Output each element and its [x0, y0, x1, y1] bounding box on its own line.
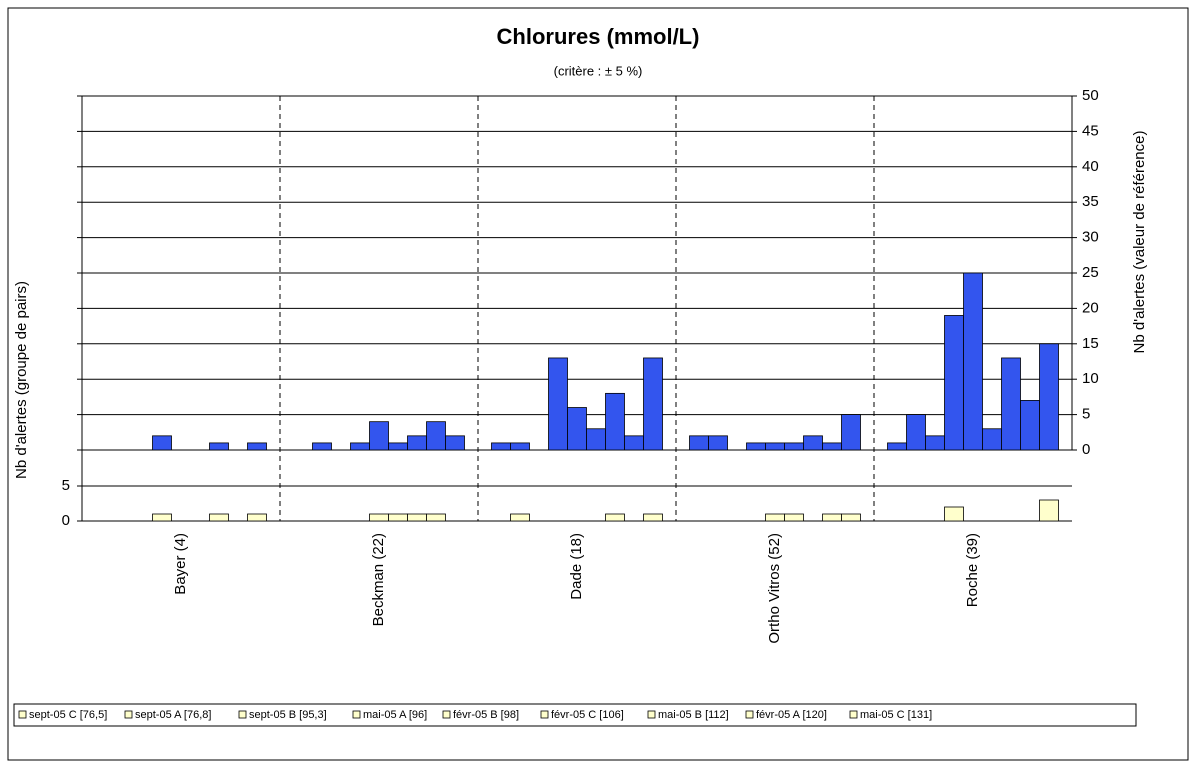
reference-bar: [1039, 343, 1059, 451]
x-tick-label: Bayer (4): [172, 533, 189, 595]
legend-swatch: [442, 710, 451, 719]
reference-bar: [445, 435, 465, 451]
peer-bar: [605, 513, 625, 522]
reference-bar: [548, 357, 568, 451]
reference-bar: [963, 272, 983, 451]
reference-bar: [689, 435, 709, 451]
peer-bar: [152, 513, 172, 522]
y2-axis-label: Nb d'alertes (valeur de référence): [1131, 131, 1148, 354]
peer-bar: [784, 513, 804, 522]
legend-swatch: [18, 710, 27, 719]
y2-tick-label: 45: [1082, 122, 1099, 139]
legend-swatch: [745, 710, 754, 719]
reference-bar: [624, 435, 644, 451]
reference-bar: [784, 442, 804, 451]
reference-bar: [1001, 357, 1021, 451]
legend-label: févr-05 B [98]: [453, 709, 519, 721]
y2-tick-label: 0: [1082, 441, 1090, 458]
chart-title: Chlorures (mmol/L): [497, 24, 700, 49]
legend-swatch: [849, 710, 858, 719]
reference-bar: [369, 421, 389, 451]
chart-border: [7, 7, 1189, 761]
y2-tick-label: 25: [1082, 264, 1099, 281]
reference-bar: [887, 442, 907, 451]
reference-bar: [803, 435, 823, 451]
peer-bar: [388, 513, 408, 522]
peer-bar: [841, 513, 861, 522]
reference-bar: [822, 442, 842, 451]
reference-bar: [944, 315, 964, 451]
reference-bar: [510, 442, 530, 451]
reference-bar: [567, 407, 587, 451]
x-tick-label: Dade (18): [568, 533, 585, 600]
reference-bar: [388, 442, 408, 451]
x-tick-label: Ortho Vitros (52): [766, 533, 783, 644]
peer-bar: [643, 513, 663, 522]
reference-bar: [586, 428, 606, 451]
reference-bar: [407, 435, 427, 451]
legend-label: mai-05 B [112]: [658, 709, 729, 721]
y2-tick-label: 30: [1082, 229, 1099, 246]
x-tick-label: Beckman (22): [370, 533, 387, 626]
legend-label: mai-05 C [131]: [860, 709, 932, 721]
peer-bar: [765, 513, 785, 522]
legend-swatch: [540, 710, 549, 719]
legend-label: févr-05 C [106]: [551, 709, 624, 721]
peer-bar: [510, 513, 530, 522]
reference-bar: [350, 442, 370, 451]
y2-tick-label: 10: [1082, 370, 1099, 387]
legend-swatch: [647, 710, 656, 719]
peer-bar: [209, 513, 229, 522]
reference-bar: [247, 442, 267, 451]
reference-bar: [765, 442, 785, 451]
chart-subtitle: (critère : ± 5 %): [554, 63, 643, 78]
peer-bar: [369, 513, 389, 522]
y-tick-label: 0: [62, 512, 70, 529]
peer-bar: [407, 513, 427, 522]
y2-tick-label: 15: [1082, 335, 1099, 352]
legend-label: févr-05 A [120]: [756, 709, 827, 721]
legend-label: sept-05 C [76,5]: [29, 709, 107, 721]
legend-swatch: [352, 710, 361, 719]
y2-tick-label: 40: [1082, 158, 1099, 175]
reference-bar: [746, 442, 766, 451]
reference-bar: [643, 357, 663, 451]
reference-bar: [982, 428, 1002, 451]
y-axis-label: Nb d'alertes (groupe de pairs): [13, 281, 30, 479]
y2-tick-label: 35: [1082, 193, 1099, 210]
y2-tick-label: 20: [1082, 299, 1099, 316]
reference-bar: [708, 435, 728, 451]
reference-bar: [209, 442, 229, 451]
reference-bar: [152, 435, 172, 451]
y2-tick-label: 5: [1082, 406, 1090, 423]
peer-bar: [944, 506, 964, 522]
reference-bar: [906, 414, 926, 451]
reference-bar: [426, 421, 446, 451]
legend-box: [13, 703, 1137, 727]
x-tick-label: Roche (39): [964, 533, 981, 607]
reference-bar: [605, 392, 625, 451]
legend-label: sept-05 A [76,8]: [135, 709, 211, 721]
reference-bar: [491, 442, 511, 451]
peer-bar: [822, 513, 842, 522]
peer-bar: [247, 513, 267, 522]
legend-swatch: [238, 710, 247, 719]
reference-bar: [312, 442, 332, 451]
peer-bar: [426, 513, 446, 522]
reference-bar: [1020, 400, 1040, 451]
reference-bar: [841, 414, 861, 451]
legend-swatch: [124, 710, 133, 719]
legend-label: sept-05 B [95,3]: [249, 709, 327, 721]
y-tick-label: 5: [62, 477, 70, 494]
reference-bar: [925, 435, 945, 451]
y2-tick-label: 50: [1082, 87, 1099, 104]
peer-bar: [1039, 499, 1059, 522]
legend-label: mai-05 A [96]: [363, 709, 427, 721]
